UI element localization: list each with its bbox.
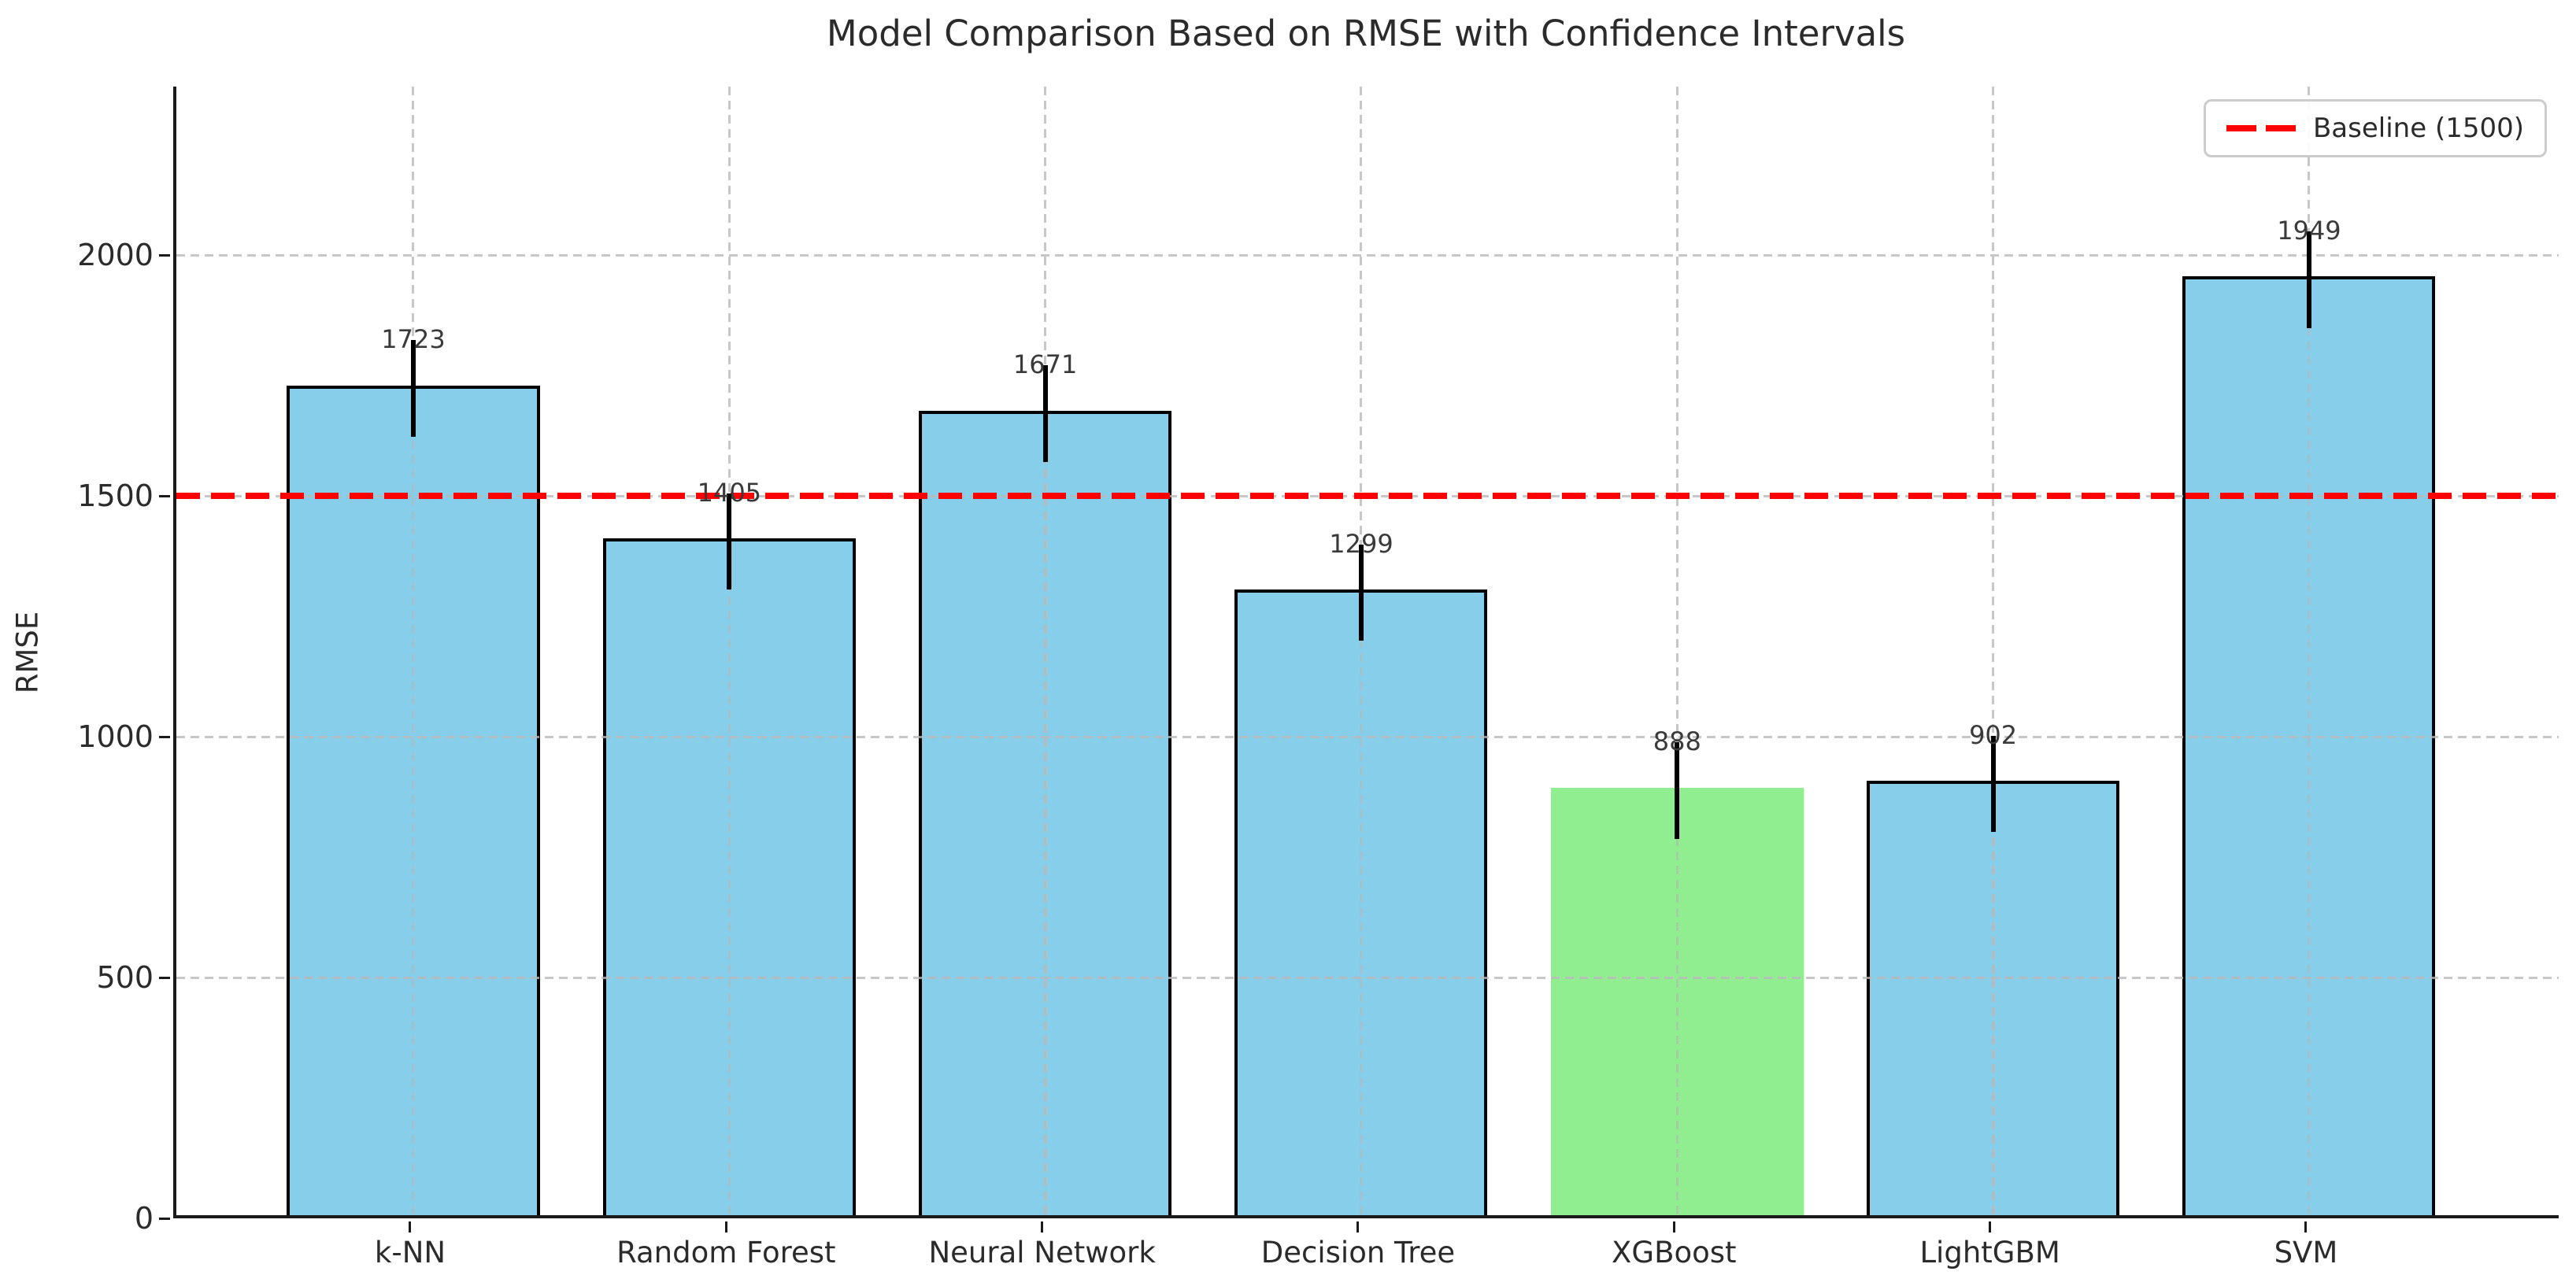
bar-value-label: 1405 — [697, 478, 762, 508]
x-tick-mark — [724, 1221, 727, 1232]
bar-value-label: 1949 — [2277, 216, 2341, 246]
error-bar — [1675, 742, 1680, 839]
bar-value-label: 1671 — [1012, 349, 1078, 380]
y-tick-mark — [159, 735, 170, 738]
vertical-gridline — [1992, 87, 1995, 1215]
baseline-legend-label: Baseline (1500) — [2312, 113, 2524, 144]
y-tick-label: 0 — [134, 1201, 154, 1236]
x-tick-label-Random Forest: Random Forest — [616, 1236, 836, 1269]
x-tick-label-LightGBM: LightGBM — [1919, 1236, 2060, 1269]
y-tick-label: 500 — [96, 960, 154, 996]
error-bar — [1990, 735, 1996, 833]
vertical-gridline — [1360, 87, 1363, 1215]
plot-area: Baseline (1500) 1723 1405 1671 1299 888 902 19… — [173, 87, 2559, 1218]
y-axis-label: RMSE — [10, 611, 45, 694]
vertical-gridline — [1044, 87, 1047, 1215]
y-tick-mark — [159, 494, 170, 497]
y-tick-mark — [159, 976, 170, 979]
bar-value-label: 1723 — [381, 324, 446, 355]
x-tick-label-SVM: SVM — [2274, 1236, 2338, 1269]
x-tick-mark — [1672, 1221, 1675, 1232]
error-bar — [1358, 544, 1364, 641]
baseline-dashed-line-swatch — [2226, 125, 2296, 131]
baseline-line — [176, 493, 2559, 500]
bar-value-label: 1299 — [1329, 529, 1393, 560]
x-tick-mark — [2304, 1221, 2308, 1232]
y-tick-label: 1500 — [77, 479, 154, 514]
vertical-gridline — [1675, 87, 1678, 1215]
horizontal-gridline — [176, 735, 2559, 738]
x-tick-label-Decision Tree: Decision Tree — [1260, 1236, 1456, 1269]
vertical-gridline — [2308, 87, 2311, 1215]
x-tick-mark — [1041, 1221, 1044, 1232]
x-tick-label-k-NN: k-NN — [374, 1236, 446, 1269]
y-tick-label: 2000 — [77, 238, 154, 273]
horizontal-gridline — [176, 976, 2559, 979]
x-tick-label-Neural Network: Neural Network — [928, 1236, 1156, 1269]
y-tick-mark — [159, 253, 170, 257]
error-bar — [1042, 365, 1048, 462]
horizontal-gridline — [176, 253, 2559, 257]
bar-value-label: 888 — [1653, 726, 1701, 757]
x-tick-mark — [409, 1221, 412, 1232]
legend: Baseline (1500) — [2203, 99, 2547, 157]
error-bar — [410, 340, 416, 437]
x-tick-label-XGBoost: XGBoost — [1612, 1236, 1737, 1269]
x-tick-mark — [1356, 1221, 1360, 1232]
error-bar — [727, 493, 732, 590]
y-tick-label: 1000 — [77, 719, 154, 755]
x-tick-mark — [1989, 1221, 1992, 1232]
vertical-gridline — [727, 87, 731, 1215]
vertical-gridline — [412, 87, 415, 1215]
chart-title: Model Comparison Based on RMSE with Conf… — [826, 13, 1906, 54]
error-bar — [2306, 231, 2311, 328]
y-tick-mark — [159, 1217, 170, 1220]
bar-value-label: 902 — [1969, 720, 2018, 751]
